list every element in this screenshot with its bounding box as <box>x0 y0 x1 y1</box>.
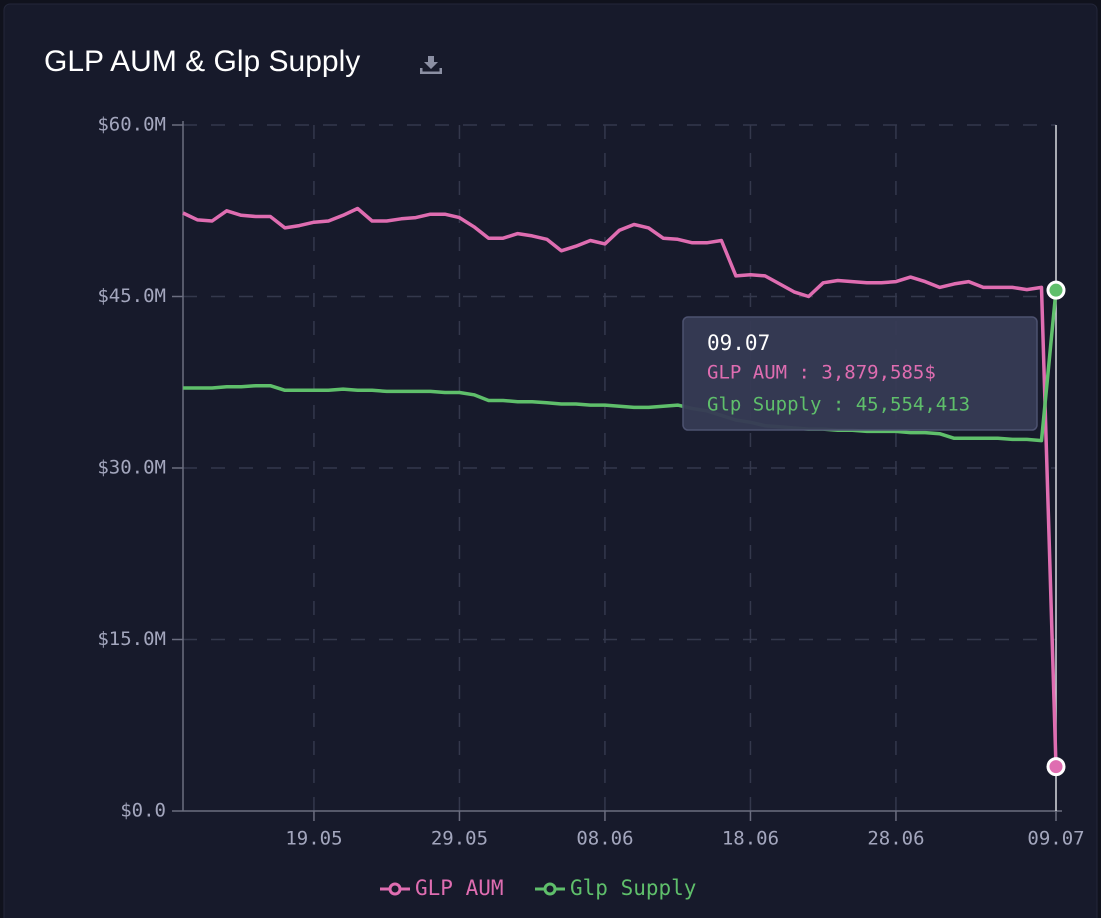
y-tick-label: $60.0M <box>97 114 166 136</box>
hover-dot <box>1046 280 1066 300</box>
x-tick-label: 09.07 <box>1027 828 1084 850</box>
legend-swatch-dot <box>388 882 402 896</box>
legend-item[interactable]: GLP AUM <box>380 876 504 900</box>
card <box>3 3 1098 918</box>
hover-dot <box>1046 757 1066 777</box>
y-tick-label: $15.0M <box>97 628 166 650</box>
x-tick-label: 28.06 <box>867 828 924 850</box>
y-tick-label: $30.0M <box>97 457 166 479</box>
y-tick-label: $0.0 <box>120 800 166 822</box>
x-tick-label: 08.06 <box>576 828 633 850</box>
tooltip-box <box>682 316 1038 431</box>
legend-label: Glp Supply <box>570 876 696 900</box>
legend-label: GLP AUM <box>415 876 504 900</box>
series-line <box>182 206 1058 767</box>
legend-swatch-dot <box>543 882 557 896</box>
chart-title: GLP AUM & Glp Supply <box>44 45 360 78</box>
series-line <box>183 290 1058 443</box>
legend-item[interactable]: Glp Supply <box>535 876 696 900</box>
x-tick-label: 29.05 <box>431 828 488 850</box>
x-tick-label: 19.05 <box>285 828 342 850</box>
tooltip-title: 09.07 <box>707 331 770 355</box>
tooltip-line: Glp Supply : 45,554,413 <box>707 394 970 416</box>
tooltip: 09.07 GLP AUM : 3,879,585$ Glp Supply : 45… <box>682 316 1038 431</box>
tooltip-line: GLP AUM : 3,879,585$ <box>707 362 936 384</box>
y-tick-label: $45.0M <box>97 285 166 307</box>
x-tick-label: 18.06 <box>722 828 779 850</box>
download-icon[interactable] <box>420 56 442 74</box>
